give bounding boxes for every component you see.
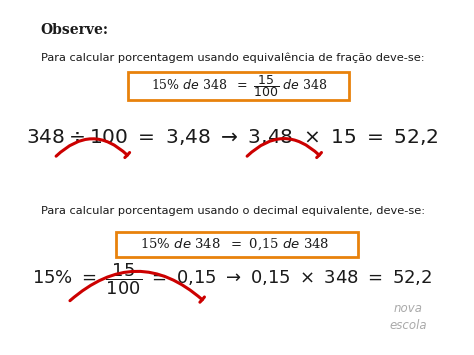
Text: escola: escola: [389, 320, 427, 333]
FancyBboxPatch shape: [128, 72, 349, 100]
Text: $15\%\ =\ \dfrac{15}{100}\ =\ 0{,}15\ \rightarrow\ 0{,}15\ \times\ 348\ =\ 52{,}: $15\%\ =\ \dfrac{15}{100}\ =\ 0{,}15\ \r…: [32, 262, 433, 297]
Text: $348 \div 100\ =\ 3{,}48\ \rightarrow\ 3{,}48\ \times\ 15\ =\ 52{,}2$: $348 \div 100\ =\ 3{,}48\ \rightarrow\ 3…: [26, 127, 439, 147]
Text: 15% $\mathit{de}$ 348  $=$ 0,15 $\mathit{de}$ 348: 15% $\mathit{de}$ 348 $=$ 0,15 $\mathit{…: [140, 237, 329, 252]
FancyBboxPatch shape: [116, 232, 358, 257]
Text: Para calcular porcentagem usando o decimal equivalente, deve-se:: Para calcular porcentagem usando o decim…: [41, 206, 425, 216]
Text: Para calcular porcentagem usando equivalência de fração deve-se:: Para calcular porcentagem usando equival…: [41, 53, 424, 63]
Text: Observe:: Observe:: [41, 22, 109, 37]
Text: nova: nova: [393, 302, 422, 315]
Text: 15% $\mathit{de}$ 348  $=$ $\dfrac{15}{100}$ $\mathit{de}$ 348: 15% $\mathit{de}$ 348 $=$ $\dfrac{15}{10…: [151, 73, 327, 99]
